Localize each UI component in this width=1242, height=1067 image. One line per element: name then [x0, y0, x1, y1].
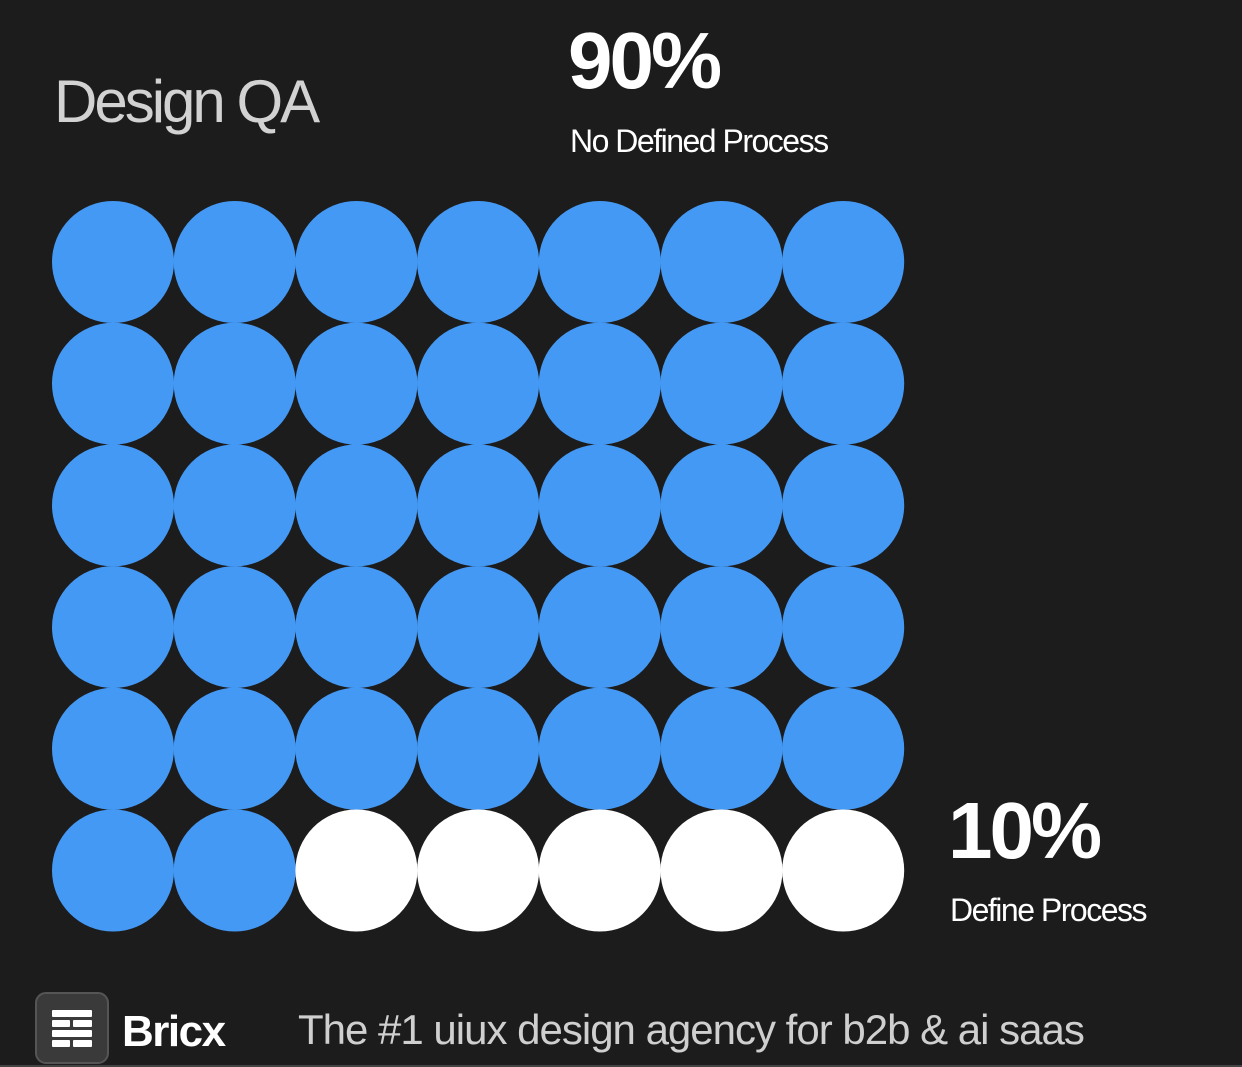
waffle-cell [417, 809, 540, 932]
waffle-cell [660, 687, 783, 810]
waffle-cell [538, 809, 661, 932]
waffle-cell [173, 687, 296, 810]
waffle-cell [52, 687, 174, 810]
waffle-cell [660, 322, 783, 445]
waffle-cell [295, 322, 418, 445]
waffle-cell [660, 566, 783, 689]
waffle-cell [660, 201, 783, 323]
waffle-cell [295, 201, 418, 323]
chart-title: Design QA [54, 68, 320, 135]
waffle-cell [295, 444, 418, 567]
waffle-cell [173, 809, 296, 932]
waffle-cell [782, 809, 905, 932]
waffle-cell [52, 809, 174, 932]
waffle-cell [660, 809, 783, 932]
legend-label: No Defined Process [570, 123, 828, 159]
waffle-cell [782, 201, 905, 323]
legend-label: Define Process [950, 892, 1146, 928]
waffle-cell [538, 322, 661, 445]
waffle-cell [417, 687, 540, 810]
waffle-cell [538, 687, 661, 810]
tagline: The #1 uiux design agency for b2b & ai s… [298, 1006, 1084, 1053]
waffle-cell [417, 444, 540, 567]
waffle-cell [782, 322, 905, 445]
waffle-cell [173, 566, 296, 689]
waffle-cell [52, 566, 174, 689]
waffle-cell [538, 444, 661, 567]
waffle-cell [295, 566, 418, 689]
waffle-cell [173, 322, 296, 445]
waffle-cell [295, 687, 418, 810]
waffle-cell [173, 444, 296, 567]
waffle-cell [52, 201, 174, 323]
value-label: 10% [948, 786, 1101, 875]
waffle-cell [295, 809, 418, 932]
waffle-cell [52, 444, 174, 567]
waffle-cell [538, 566, 661, 689]
waffle-cell [660, 444, 783, 567]
waffle-cell [782, 444, 905, 567]
waffle-cell [782, 566, 905, 689]
waffle-cell [52, 322, 174, 445]
waffle-cell [417, 201, 540, 323]
logo [35, 992, 109, 1064]
brand: Bricx [122, 1007, 227, 1056]
waffle-cell [173, 201, 296, 323]
waffle-cell [782, 687, 905, 810]
waffle-cell [538, 201, 661, 323]
waffle-cell [417, 566, 540, 689]
waffle-cell [417, 322, 540, 445]
value-label: 90% [568, 16, 721, 105]
